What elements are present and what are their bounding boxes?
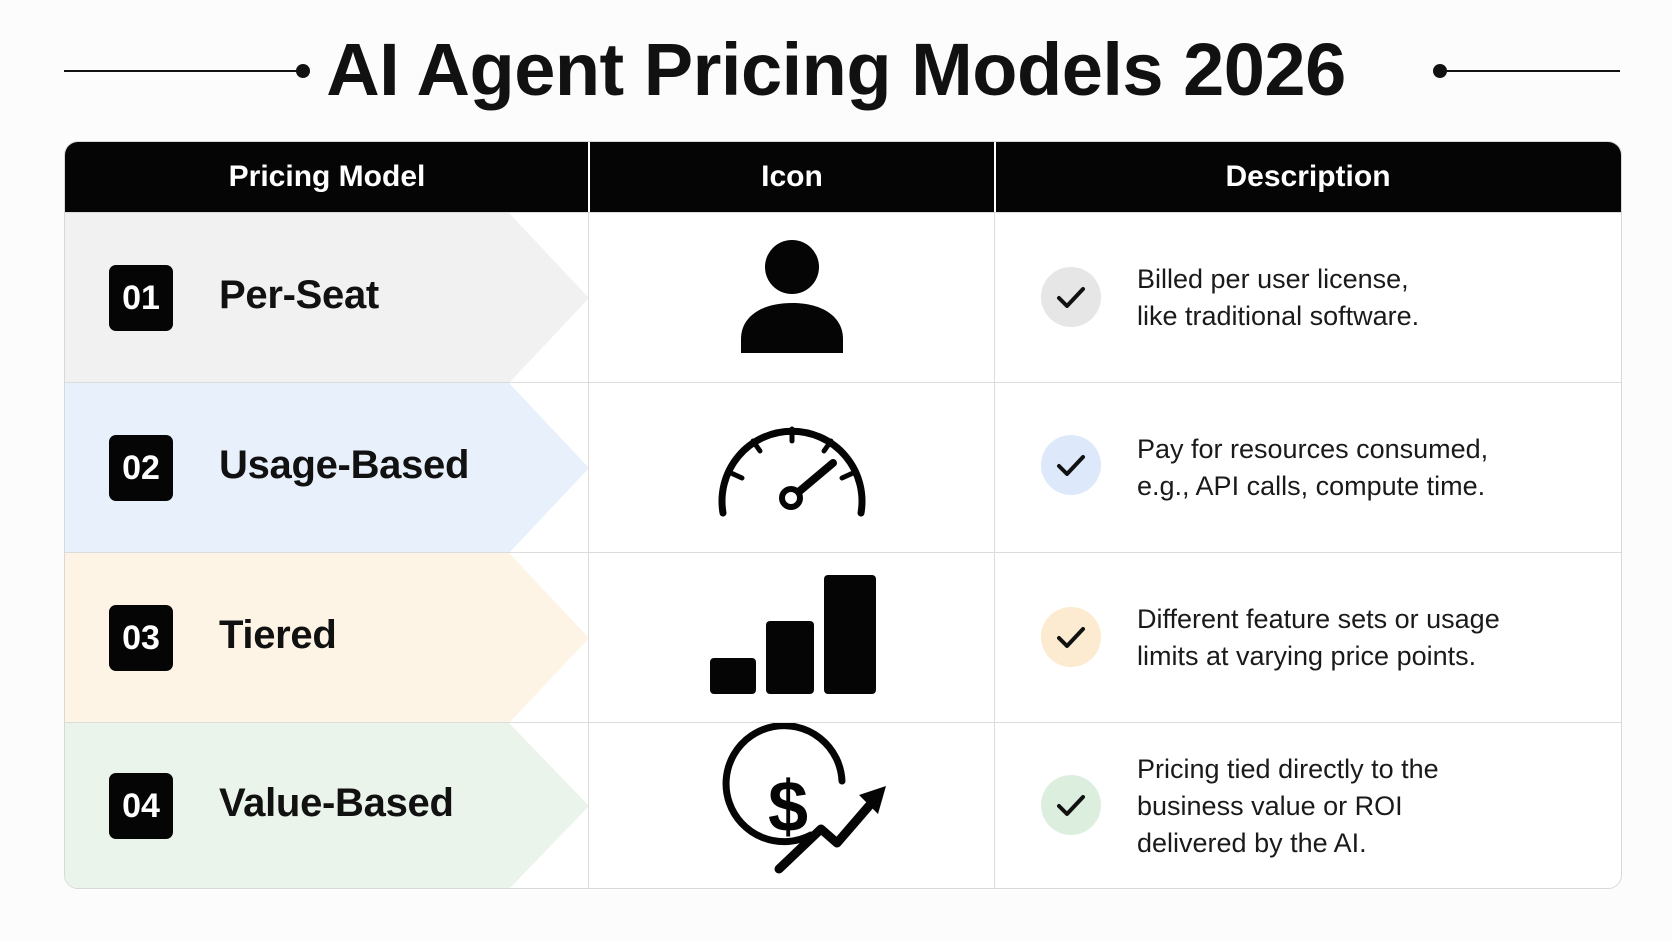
check-icon bbox=[1041, 267, 1101, 327]
svg-text:$: $ bbox=[768, 767, 808, 847]
check-icon bbox=[1041, 435, 1101, 495]
model-name: Value-Based bbox=[219, 781, 454, 825]
description-line: business value or ROI bbox=[1137, 791, 1403, 821]
row-description: Billed per user license, like traditiona… bbox=[1137, 261, 1607, 335]
check-icon bbox=[1041, 775, 1101, 835]
description-line: delivered by the AI. bbox=[1137, 828, 1367, 858]
dollar-growth-icon: $ bbox=[589, 722, 995, 888]
column-divider bbox=[994, 212, 995, 888]
person-icon bbox=[589, 213, 995, 383]
description-line: like traditional software. bbox=[1137, 301, 1420, 331]
table-row: 02 Usage-Based Pay for resources consume… bbox=[65, 382, 1621, 553]
header-description: Description bbox=[1225, 160, 1391, 193]
check-icon bbox=[1041, 607, 1101, 667]
title-rule-right bbox=[1442, 70, 1620, 72]
table-row: 03 Tiered Different feature sets or usag… bbox=[65, 552, 1621, 723]
header-icon: Icon bbox=[761, 160, 823, 193]
row-description: Pricing tied directly to the business va… bbox=[1137, 751, 1607, 862]
row-number-badge: 01 bbox=[109, 265, 173, 331]
row-number-badge: 03 bbox=[109, 605, 173, 671]
row-arrow-band bbox=[65, 213, 589, 383]
title-dot-left bbox=[296, 64, 310, 78]
column-divider bbox=[588, 212, 589, 888]
table-row: 01 Per-Seat Billed per user license, lik… bbox=[65, 212, 1621, 383]
row-description: Different feature sets or usage limits a… bbox=[1137, 601, 1607, 675]
row-number-badge: 02 bbox=[109, 435, 173, 501]
table-row: 04 Value-Based $ Pricing tied directly t… bbox=[65, 722, 1621, 888]
page-title: AI Agent Pricing Models 2026 bbox=[326, 28, 1346, 111]
description-line: Pricing tied directly to the bbox=[1137, 754, 1439, 784]
description-line: Pay for resources consumed, bbox=[1137, 434, 1489, 464]
header-pricing-model: Pricing Model bbox=[228, 160, 426, 193]
header-divider bbox=[994, 142, 996, 212]
model-name: Tiered bbox=[219, 613, 337, 657]
row-description: Pay for resources consumed, e.g., API ca… bbox=[1137, 431, 1607, 505]
description-line: limits at varying price points. bbox=[1137, 641, 1477, 671]
description-line: Different feature sets or usage bbox=[1137, 604, 1500, 634]
row-arrow-band bbox=[65, 723, 589, 888]
row-arrow-band bbox=[65, 383, 589, 553]
row-arrow-band bbox=[65, 553, 589, 723]
header-divider bbox=[588, 142, 590, 212]
row-number-badge: 04 bbox=[109, 773, 173, 839]
title-rule-left bbox=[64, 70, 300, 72]
speedometer-icon bbox=[589, 383, 995, 553]
pricing-table: Pricing Model Icon Description 01 Per-Se… bbox=[64, 141, 1622, 889]
bar-chart-icon bbox=[589, 553, 995, 723]
model-name: Per-Seat bbox=[219, 273, 379, 317]
model-name: Usage-Based bbox=[219, 443, 470, 487]
title-banner: AI Agent Pricing Models 2026 bbox=[0, 22, 1672, 118]
description-line: Billed per user license, bbox=[1137, 264, 1409, 294]
title-dot-right bbox=[1433, 64, 1447, 78]
description-line: e.g., API calls, compute time. bbox=[1137, 471, 1486, 501]
table-header: Pricing Model Icon Description bbox=[65, 142, 1621, 212]
